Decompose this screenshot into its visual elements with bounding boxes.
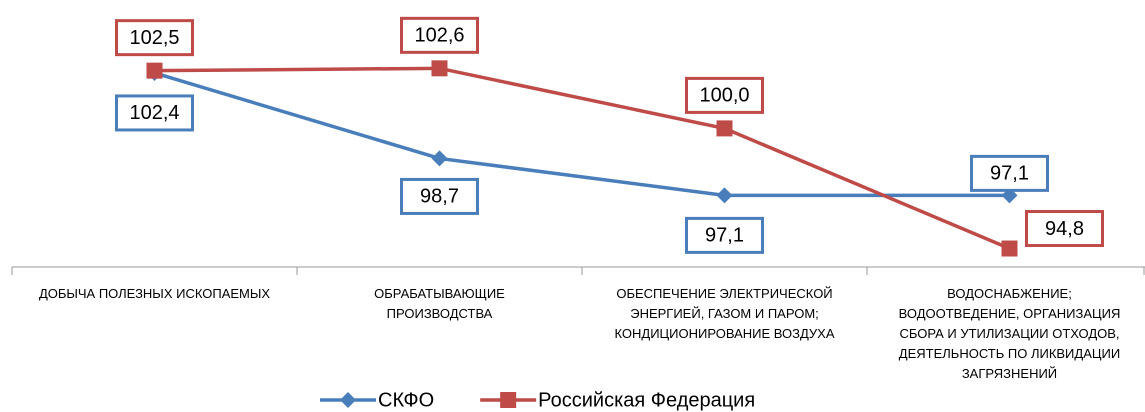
value-label-box [685, 216, 764, 254]
point [431, 60, 448, 77]
value-label-box [970, 154, 1049, 192]
x-tick-label: ДОБЫЧА ПОЛЕЗНЫХ ИСКОПАЕМЫХ [39, 286, 270, 301]
value-label-box [685, 76, 764, 114]
value-label: 102,6 [414, 25, 464, 47]
x-tick-label: ОБЕСПЕЧЕНИЕ ЭЛЕКТРИЧЕСКОЙ ЭНЕРГИЕЙ, ГАЗОМ… [614, 286, 834, 341]
x-tick-label: ВОДОСНАБЖЕНИЕ; ВОДООТВЕДЕНИЕ, ОРГАНИЗАЦИЯ… [899, 286, 1121, 381]
value-label: 97,1 [705, 225, 744, 247]
point [716, 187, 733, 204]
value-label-box [1025, 210, 1104, 248]
value-label: 100,0 [699, 85, 749, 107]
value-label: 102,4 [129, 102, 179, 124]
label-line: ПРОИЗВОДСТВА [387, 306, 493, 321]
point [500, 392, 517, 408]
label-line: КОНДИЦИОНИРОВАНИЕ ВОЗДУХА [614, 326, 834, 341]
point [340, 392, 356, 408]
label-line: ЗАГРЯЗНЕНИЙ [962, 366, 1057, 381]
point [716, 120, 733, 137]
value-label-box [115, 94, 194, 132]
x-tick-label: ОБРАБАТЫВАЮЩИЕ ПРОИЗВОДСТВА [374, 286, 505, 321]
point [1001, 240, 1018, 257]
value-label: 98,7 [420, 186, 459, 208]
value-label-box [400, 177, 479, 215]
series-line [154, 66, 1011, 251]
point [146, 62, 163, 79]
label-line: ОБЕСПЕЧЕНИЕ ЭЛЕКТРИЧЕСКОЙ [616, 286, 832, 301]
value-label-box [115, 19, 194, 57]
label-line: ОБРАБАТЫВАЮЩИЕ [374, 286, 505, 301]
point [431, 150, 448, 167]
legend-label: СКФО [378, 389, 434, 411]
label-line: ВОДОСНАБЖЕНИЕ; [947, 286, 1072, 301]
label-line: ДЕЯТЕЛЬНОСТЬ ПО ЛИКВИДАЦИИ [899, 346, 1120, 361]
label-line: ЭНЕРГИЕЙ, ГАЗОМ И ПАРОМ; [630, 306, 819, 321]
series-line [153, 71, 1010, 198]
value-label: 102,5 [129, 27, 179, 49]
value-label: 97,1 [990, 163, 1029, 185]
label-line: ВОДООТВЕДЕНИЕ, ОРГАНИЗАЦИЯ [899, 306, 1121, 321]
label-line: СБОРА И УТИЛИЗАЦИИ ОТХОДОВ, [899, 326, 1119, 341]
legend-label: Российская Федерация [538, 389, 755, 411]
label-line: ДОБЫЧА ПОЛЕЗНЫХ ИСКОПАЕМЫХ [39, 286, 270, 301]
value-label: 94,8 [1045, 218, 1084, 240]
value-label-box [400, 16, 479, 54]
